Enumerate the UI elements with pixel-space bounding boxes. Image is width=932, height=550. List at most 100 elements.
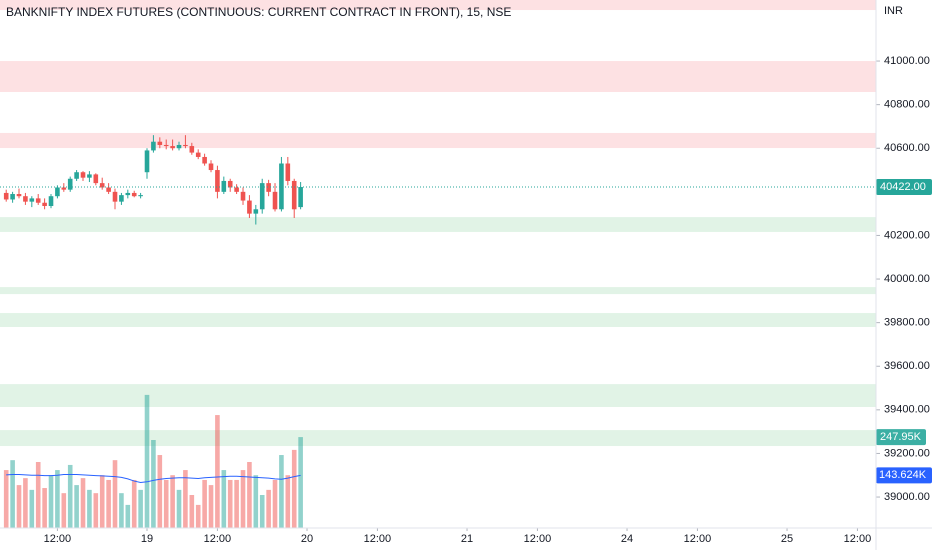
candle-body bbox=[23, 196, 28, 202]
last-price-box bbox=[876, 179, 932, 196]
candle-body bbox=[202, 156, 207, 164]
y-tick-label: 40200.00 bbox=[884, 229, 930, 241]
x-tick-label: 12:00 bbox=[44, 533, 72, 545]
volume-bar bbox=[266, 489, 271, 528]
candle-body bbox=[35, 198, 41, 203]
candle-body bbox=[144, 150, 150, 173]
zone bbox=[0, 132, 876, 149]
volume-bar bbox=[112, 460, 118, 528]
x-tick-label: 12:00 bbox=[844, 533, 872, 545]
candle-body bbox=[195, 152, 201, 157]
candle-body bbox=[279, 163, 284, 210]
volume-bar bbox=[157, 455, 163, 528]
volume-bar bbox=[16, 485, 22, 528]
x-tick-label: 12:00 bbox=[204, 533, 232, 545]
volume-bar bbox=[202, 479, 207, 528]
volume-bar bbox=[42, 488, 47, 528]
volume-bar bbox=[279, 455, 284, 528]
volume-bar bbox=[234, 479, 239, 528]
volume-bar bbox=[227, 479, 233, 528]
volume-bar bbox=[291, 449, 297, 528]
candle-body bbox=[291, 180, 297, 210]
x-tick-label: 12:00 bbox=[524, 533, 552, 545]
candle-body bbox=[87, 174, 92, 178]
candle-body bbox=[3, 192, 9, 200]
volume-bar bbox=[48, 475, 54, 528]
zone bbox=[0, 313, 876, 328]
zones bbox=[0, 0, 876, 447]
volume-bar bbox=[80, 478, 86, 528]
volume-bar bbox=[176, 489, 182, 528]
volume-bar bbox=[99, 475, 105, 528]
zone bbox=[0, 430, 876, 447]
chart-title: BANKNIFTY INDEX FUTURES (CONTINUOUS: CUR… bbox=[6, 5, 511, 19]
candle-body bbox=[285, 163, 291, 181]
x-tick-label: 25 bbox=[781, 533, 793, 545]
candle-body bbox=[272, 191, 278, 210]
volume-bar bbox=[35, 462, 41, 528]
volume-bar bbox=[138, 489, 143, 528]
volume-bar bbox=[23, 478, 28, 528]
y-tick-label: 39800.00 bbox=[884, 317, 930, 329]
candle-body bbox=[42, 202, 47, 207]
candle-body bbox=[266, 183, 271, 192]
candle-body bbox=[119, 195, 124, 202]
volume-ma-label: 143.624K bbox=[879, 469, 927, 481]
candle-body bbox=[106, 187, 111, 192]
candle-body bbox=[125, 192, 131, 196]
candle-body bbox=[253, 209, 259, 214]
candle-body bbox=[157, 141, 163, 145]
x-tick-label: 12:00 bbox=[364, 533, 392, 545]
y-tick-label: 40600.00 bbox=[884, 142, 930, 154]
zone bbox=[0, 217, 876, 232]
volume-bar bbox=[189, 495, 195, 528]
candle-body bbox=[112, 191, 118, 202]
candle-body bbox=[183, 144, 188, 147]
volume-bar bbox=[215, 415, 220, 528]
candle-body bbox=[247, 200, 252, 214]
candle-body bbox=[61, 187, 67, 190]
volume-bar bbox=[253, 475, 259, 528]
candle-body bbox=[16, 194, 22, 197]
volume-bar bbox=[55, 470, 60, 528]
volume-bar bbox=[74, 485, 79, 528]
volume-bar bbox=[151, 440, 156, 528]
volume-bar bbox=[87, 489, 92, 528]
volume-bar bbox=[61, 493, 67, 528]
y-tick-label: 39400.00 bbox=[884, 404, 930, 416]
volume-bar bbox=[272, 479, 278, 528]
candle-body bbox=[93, 174, 99, 184]
volume-bar bbox=[93, 493, 99, 528]
x-tick-label: 12:00 bbox=[684, 533, 712, 545]
candle-body bbox=[67, 178, 73, 190]
x-tick-label: 20 bbox=[301, 533, 313, 545]
volume-bar bbox=[29, 489, 35, 528]
volume-bar bbox=[144, 394, 150, 528]
y-tick-label: 39600.00 bbox=[884, 360, 930, 372]
x-tick-label: 19 bbox=[141, 533, 153, 545]
last-price-label: 40422.00 bbox=[880, 181, 926, 193]
volume-pane bbox=[3, 394, 303, 528]
volume-bar bbox=[247, 462, 252, 528]
candle-body bbox=[10, 194, 15, 200]
y-tick-label: 39000.00 bbox=[884, 491, 930, 503]
volume-bar bbox=[285, 475, 291, 528]
volume-ma-box bbox=[876, 467, 932, 484]
zone bbox=[0, 0, 876, 11]
y-tick-label: 41000.00 bbox=[884, 55, 930, 67]
candle-body bbox=[176, 144, 182, 149]
volume-bar bbox=[170, 475, 175, 528]
last-volume-box bbox=[876, 429, 926, 446]
candle-body bbox=[208, 163, 214, 171]
volume-ma-line bbox=[6, 473, 301, 484]
candle-body bbox=[99, 183, 105, 188]
volume-bar bbox=[67, 464, 73, 528]
candle-body bbox=[234, 187, 239, 192]
volume-bar bbox=[240, 470, 246, 528]
candles bbox=[3, 135, 303, 225]
candle-body bbox=[138, 195, 143, 197]
candle-body bbox=[189, 146, 195, 153]
volume-bar bbox=[119, 493, 124, 528]
candle-body bbox=[221, 180, 227, 192]
volume-bar bbox=[163, 479, 169, 528]
